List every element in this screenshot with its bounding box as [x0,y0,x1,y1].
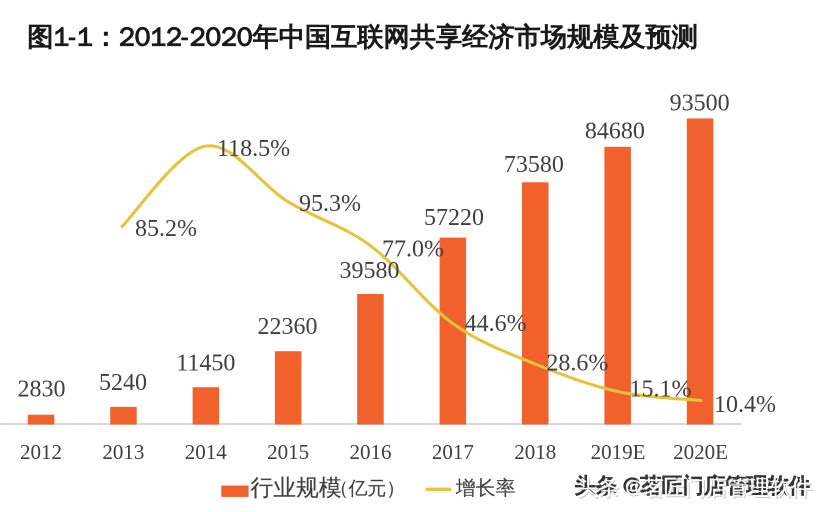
svg-text:85.2%: 85.2% [135,216,197,242]
svg-text:2017: 2017 [432,440,474,464]
svg-text:77.0%: 77.0% [382,237,444,263]
svg-text:2019E: 2019E [591,440,646,464]
svg-text:5240: 5240 [99,370,147,396]
svg-text:2013: 2013 [102,440,144,464]
svg-text:2016: 2016 [350,440,392,464]
svg-text:28.6%: 28.6% [546,351,608,377]
svg-text:84680: 84680 [585,119,645,145]
svg-text:2015: 2015 [267,440,309,464]
svg-text:95.3%: 95.3% [299,191,361,217]
svg-text:10.4%: 10.4% [714,392,776,418]
svg-text:15.1%: 15.1% [630,377,692,403]
svg-text:57220: 57220 [424,205,484,231]
svg-text:44.6%: 44.6% [465,311,527,337]
svg-text:2830: 2830 [18,377,66,403]
svg-text:2020E: 2020E [673,440,728,464]
svg-text:93500: 93500 [670,91,730,117]
svg-text:39580: 39580 [340,258,400,284]
svg-text:22360: 22360 [258,314,318,340]
svg-text:2018: 2018 [514,440,556,464]
svg-text:11450: 11450 [176,351,235,377]
svg-text:73580: 73580 [504,152,564,178]
svg-text:2012: 2012 [20,440,62,464]
svg-text:2014: 2014 [185,440,228,464]
svg-text:118.5%: 118.5% [217,136,290,162]
